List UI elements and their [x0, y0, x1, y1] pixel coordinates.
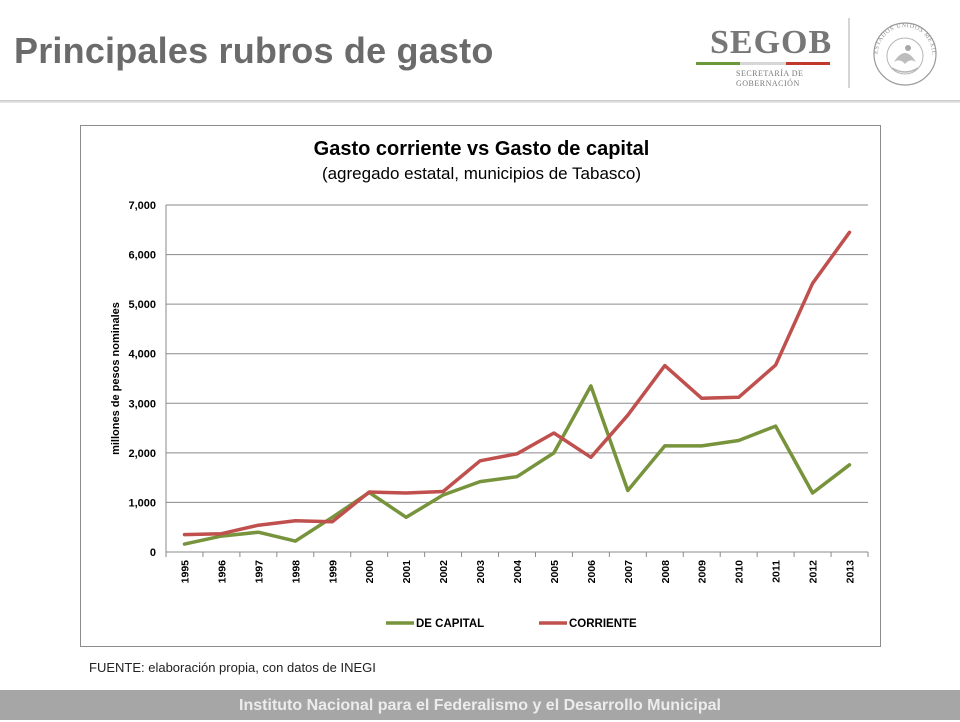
- x-tick-label: 1997: [253, 560, 265, 584]
- footer-bar: Instituto Nacional para el Federalismo y…: [0, 690, 960, 720]
- x-tick-label: 2011: [771, 560, 783, 583]
- x-tick-label: 1995: [179, 560, 191, 584]
- y-tick-label: 4,000: [128, 349, 156, 361]
- x-tick-label: 2002: [438, 560, 450, 584]
- x-tick-label: 2007: [623, 560, 635, 584]
- seal-text: ESTADOS UNIDOS MEXICANOS: [870, 18, 936, 56]
- logo-color-stripe: [696, 62, 830, 65]
- x-tick-label: 2000: [364, 560, 376, 584]
- segob-logo: SEGOB SECRETARÍA DE GOBERNACIÓN ESTADOS …: [696, 18, 946, 92]
- y-tick-label: 2,000: [128, 448, 156, 460]
- y-tick-label: 6,000: [128, 250, 156, 262]
- logo-divider: [848, 18, 850, 88]
- x-tick-label: 2001: [401, 560, 413, 584]
- x-tick-label: 2008: [660, 560, 672, 584]
- x-tick-label: 2010: [734, 560, 746, 584]
- logo-subline: SECRETARÍA DE GOBERNACIÓN: [736, 69, 803, 89]
- x-tick-label: 2009: [697, 560, 709, 584]
- line-chart: 0 1,000 2,000 3,000 4,000 5,000 6,000 7,000 1995…: [110, 200, 869, 630]
- footer-text: Instituto Nacional para el Federalismo y…: [239, 697, 721, 714]
- x-tick-label: 2013: [845, 560, 857, 584]
- chart-subtitle: (agregado estatal, municipios de Tabasco…: [321, 164, 642, 183]
- logo-wordmark: SEGOB: [710, 24, 833, 61]
- mexico-seal-icon: ESTADOS UNIDOS MEXICANOS: [870, 18, 937, 86]
- source-note: FUENTE: elaboración propia, con datos de…: [89, 660, 376, 675]
- x-tick-label: 2004: [512, 560, 524, 584]
- x-tick-label: 1996: [216, 560, 228, 584]
- series-line-de-capital: [182, 384, 852, 546]
- legend-label: CORRIENTE: [569, 618, 637, 630]
- x-tick-label: 2006: [586, 560, 598, 584]
- y-tick-label: 7,000: [128, 200, 156, 212]
- y-axis-label: millones de pesos nominales: [110, 302, 122, 455]
- legend-label: DE CAPITAL: [416, 618, 484, 630]
- x-tick-label: 2003: [475, 560, 487, 584]
- x-tick-label: 2012: [808, 560, 820, 584]
- y-tick-label: 0: [150, 547, 156, 559]
- logo-subline-1: SECRETARÍA DE: [736, 69, 804, 78]
- x-tick-label: 2005: [549, 560, 561, 584]
- y-tick-label: 1,000: [128, 497, 156, 509]
- header-divider: [0, 100, 960, 103]
- x-tick-label: 1999: [327, 560, 339, 584]
- chart-container: Gasto corriente vs Gasto de capital (agr…: [80, 125, 881, 647]
- chart-title: Gasto corriente vs Gasto de capital: [313, 138, 650, 160]
- y-tick-label: 5,000: [128, 299, 156, 311]
- series-line-corriente: [182, 230, 852, 537]
- y-tick-label: 3,000: [128, 398, 156, 410]
- svg-text:ESTADOS UNIDOS MEXICANOS: ESTADOS UNIDOS MEXICANOS: [870, 18, 937, 56]
- x-tick-label: 1998: [290, 560, 302, 584]
- logo-subline-2: GOBERNACIÓN: [736, 79, 800, 88]
- slide-title: Principales rubros de gasto: [14, 30, 494, 71]
